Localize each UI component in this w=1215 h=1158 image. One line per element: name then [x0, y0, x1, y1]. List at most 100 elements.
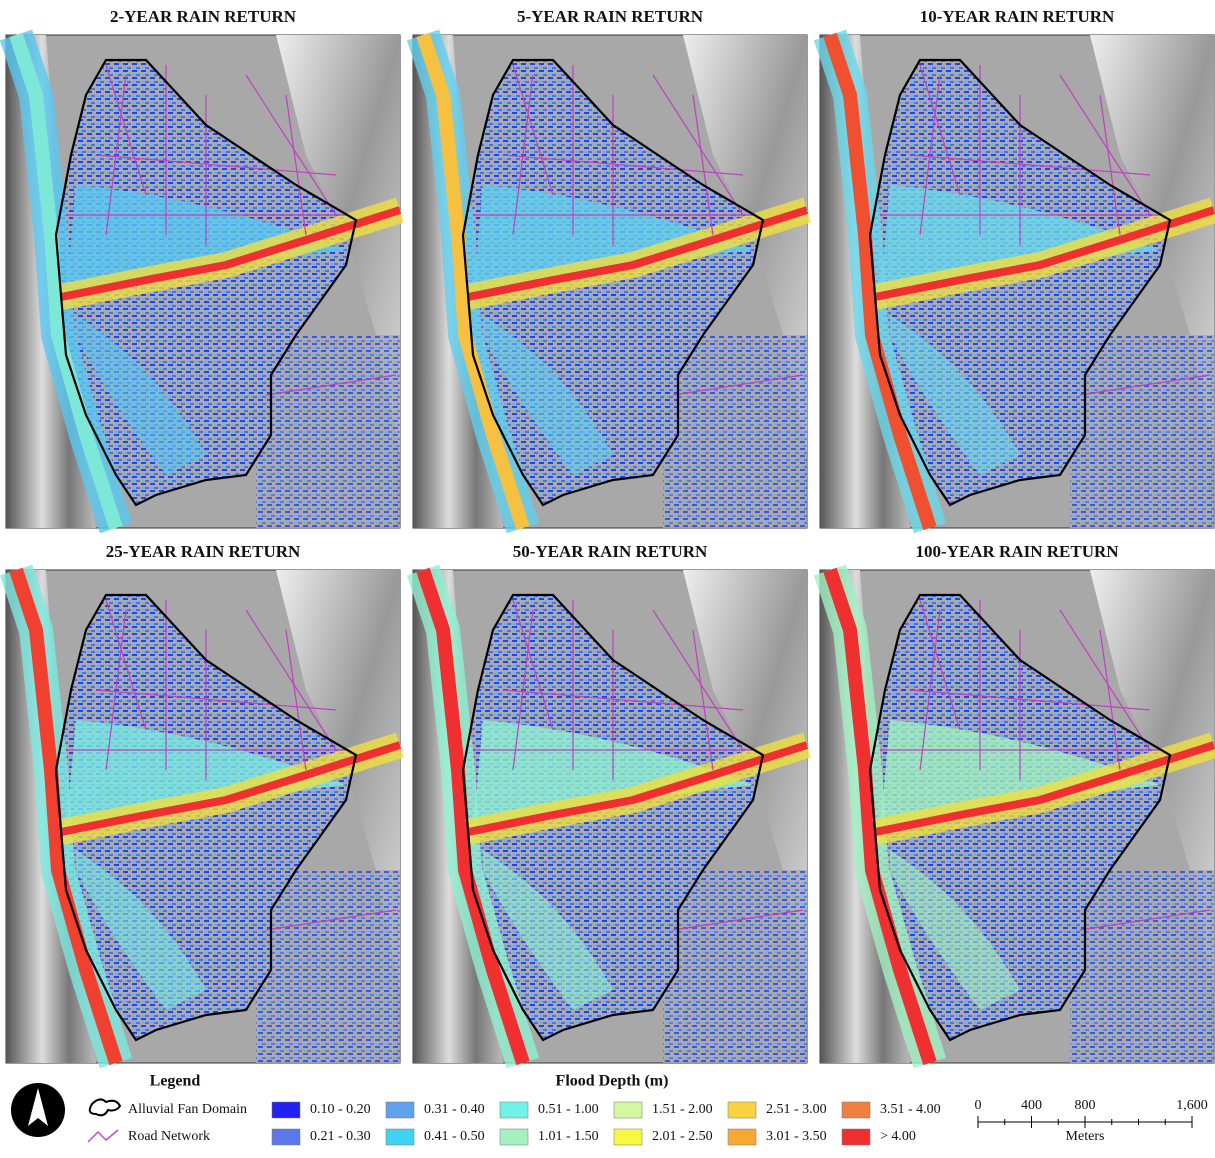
hillshade [1090, 35, 1214, 455]
fan-outline [54, 58, 358, 507]
scale-tick-label: 800 [1075, 1098, 1096, 1113]
panel-title: 25-YEAR RAIN RETURN [106, 542, 301, 561]
hillshade [683, 35, 807, 455]
channel [874, 741, 1215, 836]
road [672, 374, 804, 396]
panel-title: 2-YEAR RAIN RETURN [110, 7, 297, 26]
panel-title: 100-YEAR RAIN RETURN [915, 542, 1119, 561]
road [919, 609, 941, 771]
flood-sheet [76, 315, 206, 475]
hillshade [1090, 570, 1214, 990]
road [692, 629, 714, 771]
class-swatch [727, 1128, 757, 1146]
class-label: 2.51 - 3.00 [766, 1102, 827, 1117]
channel [874, 206, 1215, 301]
class-label: 3.51 - 4.00 [880, 1102, 941, 1117]
legend-label: Road Network [128, 1129, 210, 1144]
map-panel: 50-YEAR RAIN RETURN [406, 542, 811, 1069]
flood-sheet [890, 315, 1020, 475]
map-panel: 25-YEAR RAIN RETURN [0, 542, 404, 1069]
class-label: 1.01 - 1.50 [538, 1129, 599, 1144]
road [909, 154, 1151, 176]
road [1079, 374, 1211, 396]
road [1079, 909, 1211, 931]
map-panel: 2-YEAR RAIN RETURN [0, 7, 404, 534]
panel-title: 50-YEAR RAIN RETURN [513, 542, 708, 561]
class-label: > 4.00 [880, 1129, 916, 1144]
road [245, 609, 337, 751]
class-label: 0.51 - 1.00 [538, 1102, 599, 1117]
class-swatch [385, 1128, 415, 1146]
legend-title: Legend [150, 1073, 201, 1090]
road [1059, 74, 1151, 216]
legend-area: Legend Alluvial Fan Domain Road Network … [11, 1073, 1208, 1146]
scale-tick-label: 0 [975, 1098, 982, 1113]
road [1059, 609, 1151, 751]
class-swatch [499, 1101, 529, 1119]
class-label: 0.31 - 0.40 [424, 1102, 485, 1117]
road [265, 374, 397, 396]
flood-sheet [483, 850, 613, 1010]
class-swatch [727, 1101, 757, 1119]
class-label: 0.41 - 0.50 [424, 1129, 485, 1144]
road-icon [87, 1129, 119, 1143]
road [285, 94, 307, 236]
flood-texture [663, 335, 807, 528]
road [919, 64, 961, 196]
road [512, 599, 554, 731]
legend-label: Alluvial Fan Domain [128, 1102, 247, 1117]
class-swatch [613, 1101, 643, 1119]
class-swatch [841, 1128, 871, 1146]
flood-texture [256, 335, 400, 528]
road [512, 64, 554, 196]
panel-title: 10-YEAR RAIN RETURN [920, 7, 1115, 26]
fan-outline [461, 593, 765, 1042]
road [652, 609, 744, 751]
flood-depth-title: Flood Depth (m) [556, 1073, 669, 1090]
road [919, 74, 941, 236]
hillshade [683, 570, 807, 990]
river [416, 32, 530, 531]
flood-texture [256, 870, 400, 1063]
road [95, 689, 337, 711]
hillshade [276, 570, 400, 990]
road [285, 629, 307, 771]
fan-outline [54, 593, 358, 1042]
road [95, 154, 337, 176]
class-swatch [271, 1101, 301, 1119]
fan-icon [88, 1098, 122, 1117]
road [652, 74, 744, 216]
scale-tick-label: 1,600 [1176, 1098, 1208, 1113]
class-label: 1.51 - 2.00 [652, 1102, 713, 1117]
class-label: 2.01 - 2.50 [652, 1129, 713, 1144]
fan-outline [461, 58, 765, 507]
road [105, 64, 147, 196]
fan-outline [868, 593, 1172, 1042]
scale-tick-label: 400 [1021, 1098, 1042, 1113]
river [823, 567, 937, 1066]
hillshade [276, 35, 400, 455]
channel [60, 741, 402, 836]
road [512, 609, 534, 771]
map-panel: 100-YEAR RAIN RETURN [813, 542, 1215, 1069]
scale-unit: Meters [1066, 1129, 1105, 1144]
channel [467, 206, 809, 301]
fan-outline [868, 58, 1172, 507]
road [502, 154, 744, 176]
north-arrow-head [28, 1088, 48, 1126]
road [105, 74, 127, 236]
river [416, 567, 530, 1066]
road [919, 599, 961, 731]
class-swatch [385, 1101, 415, 1119]
road [245, 74, 337, 216]
map-panel: 5-YEAR RAIN RETURN [406, 7, 811, 534]
class-swatch [841, 1101, 871, 1119]
class-swatch [499, 1128, 529, 1146]
map-panel: 10-YEAR RAIN RETURN [813, 7, 1215, 534]
road [672, 909, 804, 931]
road [512, 74, 534, 236]
flood-sheet [483, 315, 613, 475]
channel [467, 741, 809, 836]
road [692, 94, 714, 236]
